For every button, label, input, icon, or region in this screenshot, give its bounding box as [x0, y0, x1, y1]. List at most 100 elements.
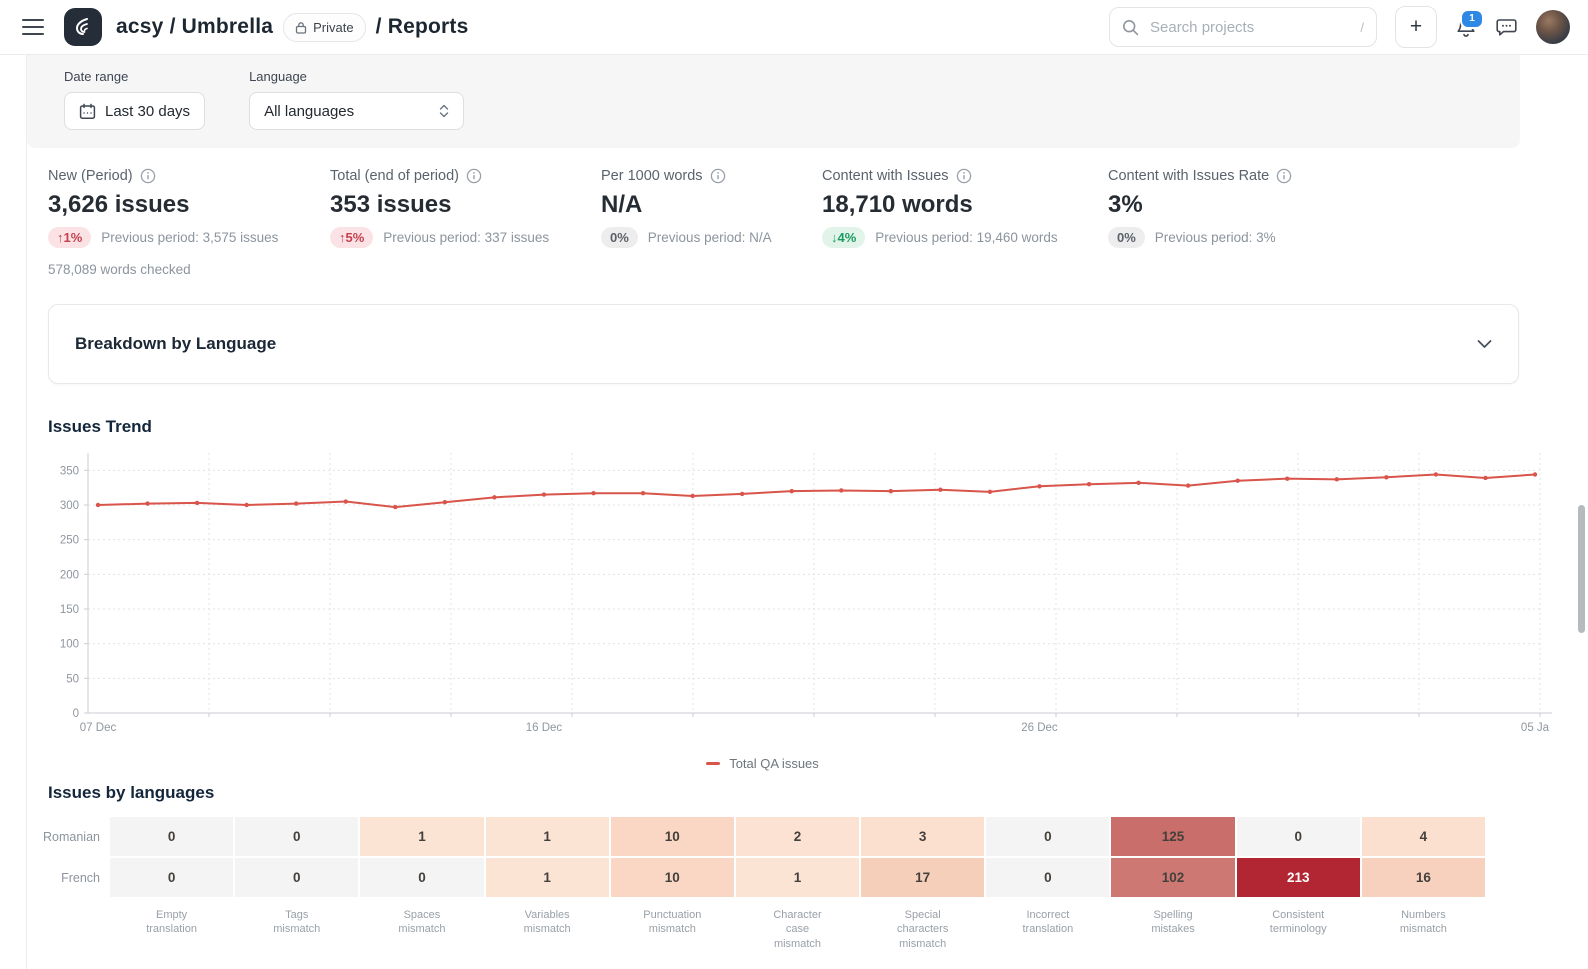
breakdown-by-language-panel[interactable]: Breakdown by Language	[48, 304, 1519, 384]
heatmap-column-label: Tags mismatch	[273, 909, 321, 936]
language-value: All languages	[264, 102, 355, 120]
kpi-stat-2: Per 1000 words N/A 0% Previous period: N/A	[601, 168, 822, 277]
stat-delta-badge: ↓4%	[822, 227, 866, 248]
search-box[interactable]: /	[1109, 7, 1377, 47]
stat-label: Content with Issues Rate	[1108, 168, 1270, 184]
feedback-chat-icon[interactable]	[1495, 16, 1518, 38]
heatmap-cell[interactable]: 17	[861, 858, 985, 897]
notifications-button[interactable]: 1	[1455, 8, 1484, 39]
stat-previous-period: Previous period: 337 issues	[383, 230, 550, 245]
calendar-icon	[79, 103, 96, 119]
chevron-down-icon[interactable]	[1477, 339, 1492, 349]
heatmap-cell[interactable]: 125	[1111, 817, 1235, 856]
heatmap-column-label: Empty translation	[146, 909, 197, 936]
stat-previous-period: Previous period: N/A	[647, 230, 772, 245]
stat-footnote: 578,089 words checked	[48, 262, 191, 277]
issues-trend-line-chart: 0 50 100 150 200 250 300 350 07 Dec 16 Dec 26 Dec 0…	[60, 453, 1552, 734]
language-select[interactable]: All languages	[249, 92, 465, 130]
heatmap-column-labels: Empty translation Tags mismatch Spaces mis…	[48, 899, 1485, 951]
svg-text:350: 350	[60, 465, 79, 477]
heatmap-cell[interactable]: 16	[1361, 858, 1485, 897]
stat-label: Per 1000 words	[601, 168, 703, 184]
heatmap-column-label: Numbers mismatch	[1399, 909, 1447, 936]
stat-delta-badge: 0%	[601, 227, 638, 248]
legend-marker	[706, 762, 721, 765]
heatmap-cell[interactable]: 0	[235, 858, 359, 897]
heatmap-cell[interactable]: 1	[485, 817, 609, 856]
breakdown-title: Breakdown by Language	[75, 334, 277, 353]
stat-delta-badge: ↑5%	[330, 227, 374, 248]
heatmap-column-label: Character case mismatch	[773, 909, 822, 950]
notification-count-badge: 1	[1460, 8, 1484, 29]
svg-text:250: 250	[60, 535, 79, 547]
info-icon[interactable]	[710, 168, 726, 184]
plus-icon: +	[1409, 15, 1423, 38]
search-icon	[1122, 19, 1139, 35]
heatmap-cell[interactable]: 1	[485, 858, 609, 897]
stat-previous-period: Previous period: 3,575 issues	[101, 230, 279, 245]
heatmap-cell[interactable]: 1	[735, 858, 860, 897]
breadcrumb-workspace-project[interactable]: acsy / Umbrella	[116, 15, 274, 38]
heatmap-cell[interactable]: 0	[1236, 817, 1360, 856]
heatmap-cell[interactable]: 1	[360, 817, 484, 856]
chart-legend: Total QA issues	[27, 756, 1498, 771]
kpi-stats-row: New (Period) 3,626 issues ↑1% Previous peri…	[27, 148, 1588, 277]
issues-by-languages-title: Issues by languages	[48, 783, 215, 802]
app-logo-icon[interactable]	[64, 8, 102, 46]
heatmap-cell[interactable]: 3	[861, 817, 985, 856]
search-input[interactable]	[1148, 17, 1352, 37]
heatmap-cell[interactable]: 213	[1236, 858, 1360, 897]
issues-by-languages-heatmap: Romanian 0 0 1 1 10 2 3 0 125 0 4 French 0 0 0 1 10 1 17 0 10…	[43, 817, 1485, 951]
heatmap-cell[interactable]: 0	[110, 858, 234, 897]
date-range-value: Last 30 days	[105, 102, 191, 120]
header-actions: / + 1	[1109, 6, 1570, 48]
heatmap-cell[interactable]: 10	[610, 858, 734, 897]
heatmap-column-label: Variables mismatch	[523, 909, 571, 936]
heatmap-cell[interactable]: 2	[735, 817, 860, 856]
date-range-button[interactable]: Last 30 days	[64, 92, 206, 130]
left-rail	[0, 55, 27, 969]
kpi-stat-4: Content with Issues Rate 3% 0% Previous per…	[1108, 168, 1388, 277]
lock-icon	[295, 21, 307, 34]
user-avatar[interactable]	[1536, 10, 1570, 44]
date-range-filter: Date range Last 30 days	[64, 69, 206, 130]
heatmap-cell[interactable]: 10	[610, 817, 734, 856]
heatmap-cell[interactable]: 0	[235, 817, 359, 856]
filters-bar: Date range Last 30 days Language All lan…	[27, 55, 1520, 148]
privacy-label: Private	[313, 19, 354, 35]
heatmap-row-french: French 0 0 0 1 10 1 17 0 102 213 16	[48, 858, 1485, 897]
heatmap-column-label: Incorrect translation	[1022, 909, 1074, 936]
stat-value: 3,626 issues	[48, 191, 190, 218]
stat-value: 3%	[1108, 191, 1143, 218]
stat-label: Content with Issues	[822, 168, 949, 184]
info-icon[interactable]	[1276, 168, 1292, 184]
heatmap-row-label: Romanian	[43, 829, 100, 844]
heatmap-cell[interactable]: 4	[1361, 817, 1485, 856]
stat-delta-badge: 0%	[1108, 227, 1145, 248]
stat-previous-period: Previous period: 19,460 words	[875, 230, 1058, 245]
heatmap-cell[interactable]: 102	[1111, 858, 1235, 897]
info-icon[interactable]	[956, 168, 972, 184]
heatmap-cell[interactable]: 0	[986, 817, 1110, 856]
svg-text:26 Dec: 26 Dec	[1021, 722, 1058, 734]
stat-value: 353 issues	[330, 191, 452, 218]
language-filter: Language All languages	[249, 69, 465, 130]
menu-icon[interactable]	[22, 19, 44, 35]
issues-trend-chart-container: 0 50 100 150 200 250 300 350 07 Dec 16 Dec 26 Dec 0…	[48, 445, 1588, 750]
info-icon[interactable]	[466, 168, 482, 184]
info-icon[interactable]	[140, 168, 156, 184]
add-button[interactable]: +	[1395, 6, 1437, 48]
select-arrows-icon	[439, 104, 449, 118]
top-header: acsy / Umbrella Private / Reports / + 1	[0, 0, 1588, 55]
main-content: Date range Last 30 days Language All lan…	[27, 55, 1588, 951]
svg-text:16 Dec: 16 Dec	[526, 722, 563, 734]
heatmap-column-label: Spelling mistakes	[1151, 909, 1195, 936]
vertical-scrollbar-thumb[interactable]	[1578, 505, 1585, 633]
svg-text:07 Dec: 07 Dec	[80, 722, 117, 734]
heatmap-column-label: Punctuation mismatch	[643, 909, 702, 936]
heatmap-cell[interactable]: 0	[986, 858, 1110, 897]
heatmap-cell[interactable]: 0	[110, 817, 234, 856]
stat-delta-badge: ↑1%	[48, 227, 92, 248]
stat-label: Total (end of period)	[330, 168, 459, 184]
heatmap-cell[interactable]: 0	[360, 858, 484, 897]
